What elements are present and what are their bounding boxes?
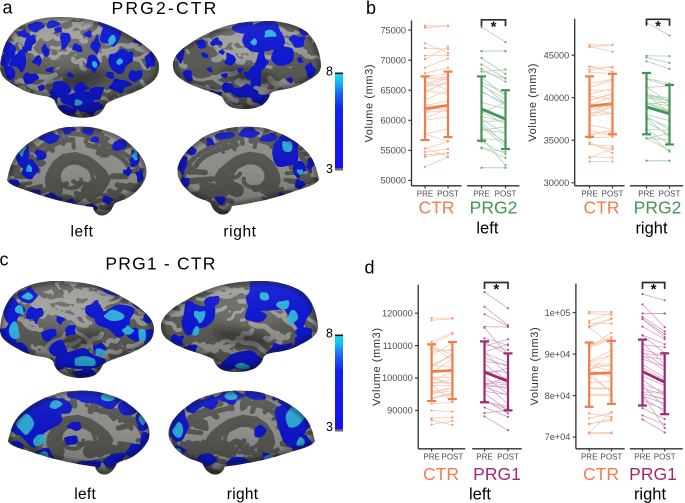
svg-text:30000: 30000 [544,178,570,188]
svg-text:left: left [476,220,498,238]
svg-text:75000: 75000 [380,25,406,35]
svg-text:PRG2: PRG2 [634,197,682,217]
svg-text:d: d [365,258,375,278]
svg-text:left: left [469,486,491,503]
svg-text:CTR: CTR [423,464,459,484]
svg-text:PRE: PRE [473,189,489,198]
svg-text:CTR: CTR [419,197,455,217]
svg-text:left: left [74,486,96,503]
svg-text:PRG1: PRG1 [629,464,677,484]
svg-text:PRG2: PRG2 [470,197,518,217]
svg-text:100000: 100000 [382,373,413,383]
svg-text:right: right [223,224,256,241]
svg-text:POST: POST [659,189,681,198]
svg-text:POST: POST [442,452,464,461]
svg-text:3: 3 [326,162,333,176]
svg-text:a: a [3,0,14,18]
svg-text:8e+04: 8e+04 [545,391,571,401]
svg-text:8: 8 [326,65,333,79]
svg-text:7e+04: 7e+04 [545,432,571,442]
svg-text:PRE: PRE [417,189,433,198]
svg-text:right: right [227,486,259,503]
svg-text:35000: 35000 [544,135,570,145]
svg-text:55000: 55000 [380,146,406,156]
svg-text:90000: 90000 [387,406,413,416]
svg-text:*: * [493,281,499,298]
svg-text:*: * [651,281,657,298]
svg-text:CTR: CTR [583,464,619,484]
svg-text:120000: 120000 [382,308,413,318]
svg-text:65000: 65000 [380,85,406,95]
svg-text:PRE: PRE [476,452,492,461]
svg-text:40000: 40000 [544,93,570,103]
svg-text:1e+05: 1e+05 [545,308,571,318]
svg-text:3: 3 [326,420,333,434]
svg-text:PRE: PRE [581,189,597,198]
svg-text:b: b [366,0,376,18]
svg-text:*: * [491,18,497,35]
svg-text:70000: 70000 [380,55,406,65]
svg-text:Volume (mm3): Volume (mm3) [527,63,539,142]
svg-text:110000: 110000 [383,341,413,351]
svg-text:PRG2-CTR: PRG2-CTR [111,0,218,18]
svg-text:Volume (mm3): Volume (mm3) [364,64,376,143]
svg-text:left: left [70,224,93,241]
svg-text:POST: POST [602,189,624,198]
svg-text:Volume (mm3): Volume (mm3) [371,327,383,406]
svg-text:60000: 60000 [380,116,406,126]
svg-text:*: * [655,18,661,35]
svg-text:PRE: PRE [423,452,439,461]
svg-text:PRE: PRE [634,452,650,461]
svg-text:POST: POST [654,452,676,461]
svg-text:c: c [0,250,9,270]
svg-text:45000: 45000 [544,50,570,60]
svg-text:POST: POST [495,189,517,198]
svg-text:POST: POST [497,452,519,461]
svg-text:PRG1 - CTR: PRG1 - CTR [105,254,216,274]
svg-text:50000: 50000 [380,176,406,186]
svg-text:PRE: PRE [581,452,597,461]
svg-text:POST: POST [437,189,459,198]
svg-text:POST: POST [601,452,623,461]
svg-text:8: 8 [326,327,333,341]
svg-text:Volume (mm3): Volume (mm3) [529,327,541,406]
svg-text:PRE: PRE [638,189,654,198]
svg-text:right: right [634,486,667,503]
svg-text:right: right [635,220,668,238]
svg-text:CTR: CTR [584,197,620,217]
svg-text:PRG1: PRG1 [473,464,521,484]
svg-text:9e+04: 9e+04 [545,349,571,359]
